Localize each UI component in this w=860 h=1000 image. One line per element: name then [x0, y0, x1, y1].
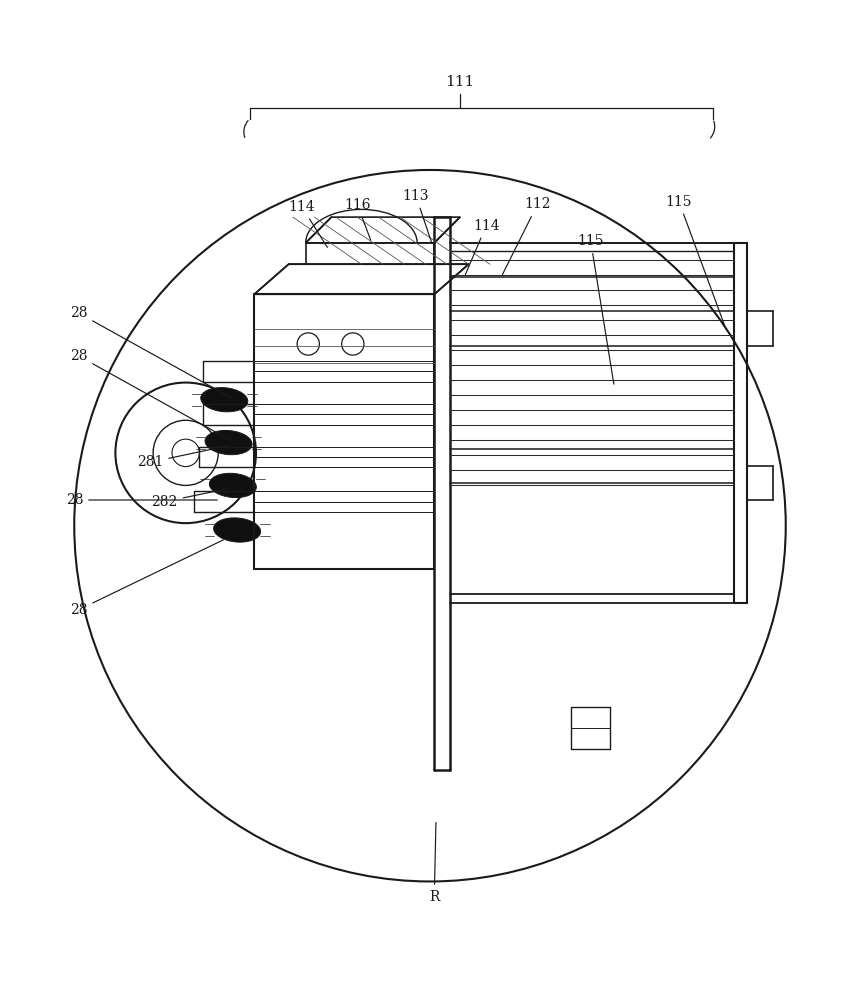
Text: 115: 115	[577, 234, 614, 384]
Text: 111: 111	[445, 75, 475, 89]
Text: 112: 112	[502, 197, 550, 275]
Text: 281: 281	[137, 446, 229, 469]
Ellipse shape	[200, 388, 248, 412]
Text: 282: 282	[151, 489, 229, 509]
Text: 114: 114	[289, 200, 328, 247]
Text: 115: 115	[666, 195, 725, 326]
Text: 28: 28	[70, 540, 224, 617]
Text: 114: 114	[465, 219, 500, 275]
Ellipse shape	[209, 473, 256, 498]
Text: 28: 28	[70, 349, 232, 441]
Ellipse shape	[205, 430, 252, 455]
Text: 116: 116	[344, 198, 371, 240]
Text: 113: 113	[402, 189, 432, 243]
Text: 28: 28	[70, 306, 232, 398]
Text: 28: 28	[65, 493, 218, 507]
Ellipse shape	[213, 518, 261, 542]
Text: R: R	[429, 823, 439, 904]
